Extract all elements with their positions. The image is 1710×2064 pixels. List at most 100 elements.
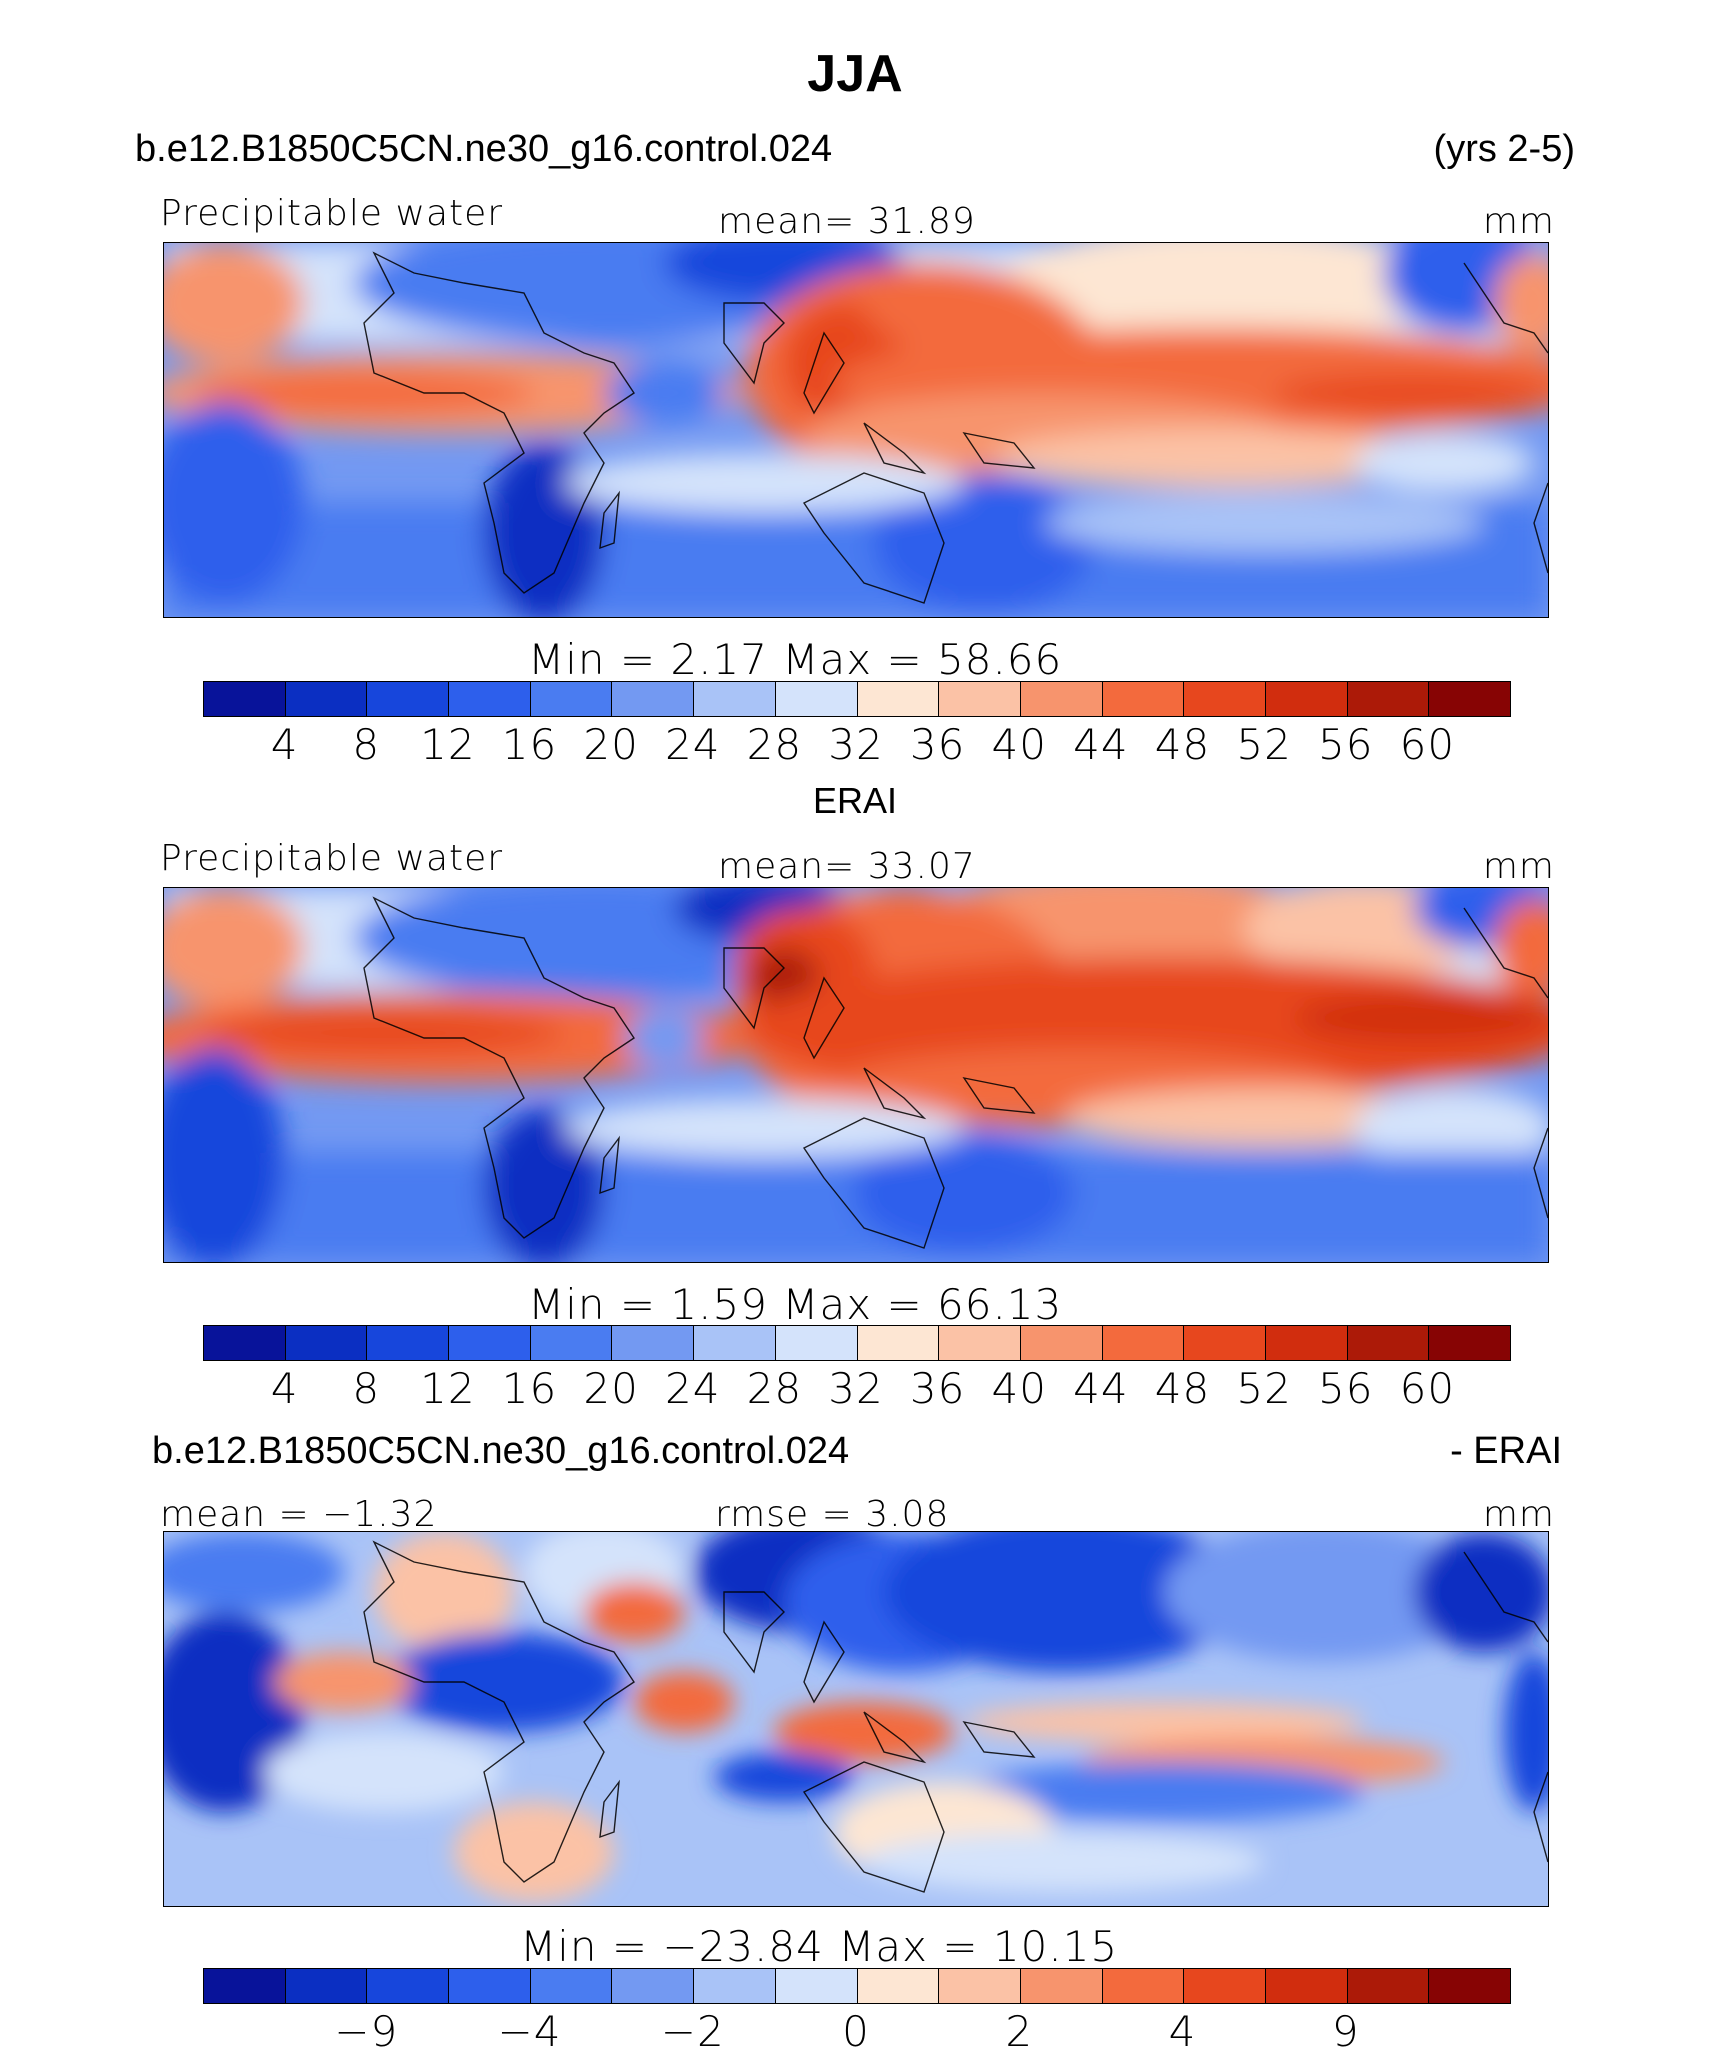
obs-precipitable-water-map: [163, 887, 1549, 1263]
tick-label: 48: [1154, 720, 1211, 769]
tick-label: 36: [909, 1364, 966, 1413]
colorbar-box: [204, 1969, 286, 2003]
tick-label: −9: [334, 2007, 399, 2056]
figure-title: JJA: [807, 45, 903, 103]
colorbar-box: [1347, 682, 1430, 716]
colorbar-box: [367, 682, 450, 716]
tick-label: 28: [746, 720, 803, 769]
colorbar-tick-labels: 4 8 12 16 20 24 28 32 36 40 44 48 52 56 …: [203, 720, 1509, 769]
tick-label: 48: [1154, 1364, 1211, 1413]
colorbar-box: [530, 1326, 613, 1360]
minmax-label: Min = 2.17 Max = 58.66: [528, 635, 1063, 684]
colorbar-box: [1265, 1326, 1348, 1360]
tick-label: 44: [1073, 1364, 1129, 1413]
colorbar-box: [1102, 1969, 1185, 2003]
colorbar-box: [1020, 1969, 1103, 2003]
tick-label: 24: [665, 720, 721, 769]
tick-label: 32: [828, 720, 884, 769]
colorbar-box: [1102, 1326, 1185, 1360]
colorbar-box: [204, 682, 286, 716]
colorbar-box: [1429, 682, 1510, 716]
colorbar-box: [857, 1969, 940, 2003]
colorbar-box: [939, 682, 1021, 716]
tick-label: 32: [828, 1364, 884, 1413]
tick-label: 12: [420, 720, 476, 769]
colorbar-box: [449, 1326, 531, 1360]
tick-label: 4: [270, 720, 299, 769]
tick-label: 56: [1318, 1364, 1374, 1413]
colorbar-box: [857, 1326, 940, 1360]
colorbar-box: [612, 1969, 695, 2003]
tick-label: 4: [270, 1364, 299, 1413]
colorbar: [203, 1325, 1511, 1361]
colorbar-box: [1265, 1969, 1348, 2003]
colorbar-box: [285, 1969, 368, 2003]
colorbar-box: [1429, 1969, 1510, 2003]
years-label: (yrs 2-5): [1433, 128, 1575, 170]
colorbar-box: [775, 1969, 858, 2003]
colorbar-box: [367, 1326, 450, 1360]
tick-label: −2: [660, 2007, 725, 2056]
tick-label: 9: [1331, 2007, 1360, 2056]
tick-label: 52: [1236, 720, 1292, 769]
colorbar-box: [612, 682, 695, 716]
colorbar-box: [939, 1969, 1021, 2003]
tick-label: 60: [1399, 1364, 1456, 1413]
tick-label: 44: [1073, 720, 1129, 769]
colorbar-box: [449, 682, 531, 716]
colorbar-box: [775, 682, 858, 716]
colorbar-box: [1184, 682, 1266, 716]
colorbar-tick-labels: 4 8 12 16 20 24 28 32 36 40 44 48 52 56 …: [203, 1364, 1509, 1413]
colorbar-box: [1020, 1326, 1103, 1360]
colorbar: [203, 1968, 1511, 2004]
tick-label: 8: [352, 720, 381, 769]
tick-label: 24: [665, 1364, 721, 1413]
tick-label: 12: [420, 1364, 476, 1413]
colorbar-box: [285, 1326, 368, 1360]
colorbar-box: [530, 1969, 613, 2003]
colorbar-box: [1347, 1969, 1430, 2003]
tick-label: 8: [352, 1364, 381, 1413]
colorbar-box: [1347, 1326, 1430, 1360]
model-precipitable-water-map: [163, 242, 1549, 618]
case-name-label: b.e12.B1850C5CN.ne30_g16.control.024: [135, 128, 833, 170]
units-label: mm: [1482, 201, 1555, 242]
colorbar-box: [939, 1326, 1021, 1360]
colorbar-box: [775, 1326, 858, 1360]
colorbar-box: [285, 682, 368, 716]
mean-label: mean= 31.89: [718, 201, 976, 242]
tick-label: 56: [1318, 720, 1374, 769]
colorbar-box: [1020, 682, 1103, 716]
tick-label: 2: [1005, 2007, 1034, 2056]
mean-label: mean= 33.07: [718, 846, 976, 887]
colorbar-box: [1184, 1326, 1266, 1360]
tick-label: 52: [1236, 1364, 1292, 1413]
colorbar-box: [530, 682, 613, 716]
colorbar-box: [204, 1326, 286, 1360]
tick-label: −4: [497, 2007, 562, 2056]
colorbar-tick-labels: −9 −4 −2 0 2 4 9: [203, 2007, 1509, 2056]
minmax-label: Min = 1.59 Max = 66.13: [528, 1280, 1063, 1329]
variable-label: Precipitable water: [160, 838, 504, 879]
tick-label: 4: [1168, 2007, 1197, 2056]
colorbar-box: [449, 1969, 531, 2003]
obs-title: ERAI: [812, 780, 898, 821]
colorbar-box: [1429, 1326, 1510, 1360]
colorbar-box: [367, 1969, 450, 2003]
diff-suffix: - ERAI: [1450, 1430, 1562, 1472]
tick-label: 16: [501, 720, 558, 769]
tick-label: 40: [991, 720, 1047, 769]
variable-label: Precipitable water: [160, 193, 504, 234]
colorbar-box: [857, 682, 940, 716]
diff-case-name: b.e12.B1850C5CN.ne30_g16.control.024: [152, 1430, 850, 1472]
tick-label: 20: [583, 720, 639, 769]
mean-label: mean = −1.32: [160, 1494, 438, 1535]
colorbar-box: [694, 1326, 776, 1360]
colorbar-box: [612, 1326, 695, 1360]
tick-label: 16: [501, 1364, 558, 1413]
colorbar-box: [694, 682, 776, 716]
tick-label: 36: [909, 720, 966, 769]
units-label: mm: [1482, 1494, 1555, 1535]
colorbar-box: [1265, 682, 1348, 716]
tick-label: 0: [842, 2007, 870, 2056]
